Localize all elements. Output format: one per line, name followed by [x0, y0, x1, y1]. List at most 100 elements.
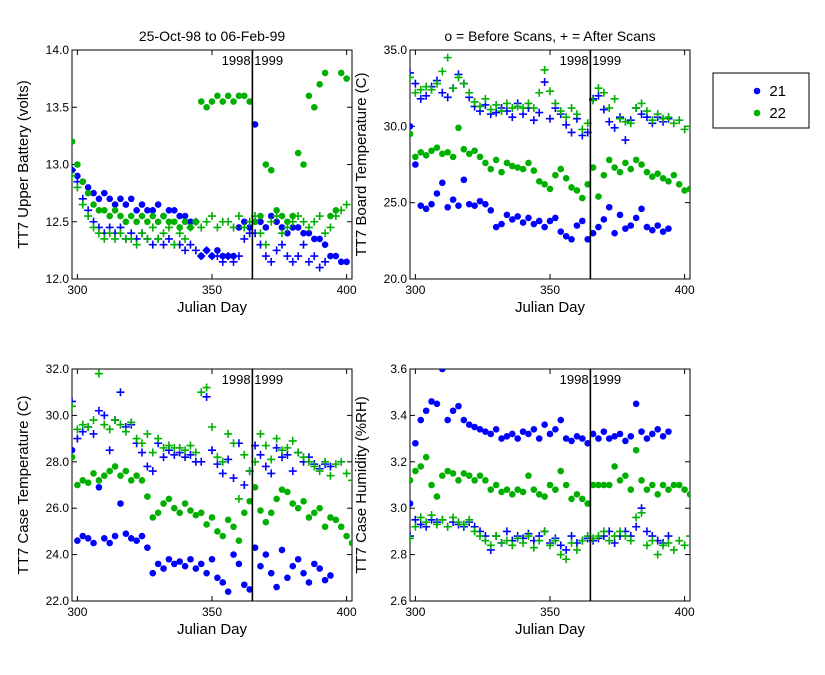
- data-point-circle: [337, 258, 345, 266]
- data-point-plus: [72, 171, 76, 180]
- data-point-circle: [257, 562, 264, 570]
- data-point-circle: [214, 574, 221, 582]
- data-point-circle: [605, 481, 613, 489]
- data-point-circle: [439, 472, 446, 480]
- data-point-circle: [433, 400, 441, 408]
- data-point-circle: [600, 171, 608, 179]
- data-point-circle: [455, 124, 462, 132]
- data-point-plus: [186, 441, 195, 450]
- data-point-plus: [315, 212, 324, 221]
- data-point-circle: [84, 189, 92, 197]
- plot-frame: [409, 49, 691, 280]
- data-point-circle: [311, 560, 318, 568]
- data-point-circle: [284, 488, 291, 496]
- data-point-plus: [524, 532, 533, 541]
- data-point-circle: [219, 532, 227, 540]
- data-point-plus: [261, 240, 270, 249]
- data-point-plus: [213, 223, 222, 232]
- data-point-plus: [288, 436, 297, 445]
- data-point-circle: [460, 176, 468, 184]
- data-point-circle: [219, 579, 227, 586]
- data-point-plus: [481, 536, 490, 545]
- data-point-plus: [181, 446, 190, 455]
- data-point-plus: [154, 434, 163, 443]
- data-point-circle: [514, 213, 521, 220]
- data-point-plus: [610, 532, 619, 541]
- data-point-plus: [100, 234, 109, 243]
- data-point-circle: [111, 201, 119, 208]
- data-point-plus: [159, 443, 168, 452]
- data-point-plus: [272, 212, 281, 221]
- data-point-circle: [417, 202, 425, 210]
- data-point-plus: [648, 116, 657, 125]
- data-point-circle: [117, 195, 124, 203]
- x-tick-label: 300: [67, 605, 87, 619]
- data-point-circle: [72, 138, 76, 145]
- data-point-circle: [498, 220, 505, 228]
- data-point-circle: [289, 562, 297, 570]
- data-point-circle: [133, 537, 140, 544]
- data-point-circle: [300, 161, 307, 168]
- year-boundary-label: 1998 1999: [560, 53, 621, 68]
- data-point-circle: [476, 472, 484, 480]
- data-point-circle: [535, 490, 543, 498]
- panel-3: 22.0 24.0 26.0 28.0 30.0 32.0 300 350 400 Julian …: [15, 362, 357, 638]
- data-marks: [72, 369, 352, 596]
- data-point-circle: [600, 216, 608, 223]
- y-tick-label: 3.0: [390, 501, 407, 515]
- data-point-plus: [556, 550, 565, 559]
- data-point-circle: [273, 218, 280, 226]
- data-point-circle: [316, 235, 323, 243]
- data-point-plus: [411, 515, 420, 524]
- data-point-circle: [251, 544, 259, 551]
- data-point-plus: [540, 78, 549, 87]
- data-point-plus: [551, 536, 560, 545]
- data-point-circle: [649, 226, 656, 234]
- data-point-plus: [78, 200, 87, 209]
- data-point-circle: [90, 189, 97, 197]
- data-point-plus: [416, 520, 425, 529]
- data-point-circle: [348, 539, 352, 547]
- data-point-plus: [73, 183, 82, 192]
- data-point-circle: [127, 212, 135, 220]
- data-point-circle: [111, 532, 119, 540]
- data-point-circle: [74, 537, 81, 544]
- data-point-plus: [72, 166, 76, 175]
- data-point-circle: [568, 236, 575, 243]
- y-tick-label: 22.0: [46, 594, 70, 608]
- data-point-plus: [422, 518, 431, 527]
- data-point-circle: [127, 535, 135, 542]
- data-point-circle: [482, 159, 489, 167]
- data-point-circle: [605, 156, 613, 164]
- data-point-circle: [439, 150, 446, 158]
- x-tick-label: 300: [67, 283, 87, 297]
- data-point-plus: [224, 252, 233, 261]
- data-point-plus: [567, 128, 576, 137]
- data-point-plus: [148, 240, 157, 249]
- data-point-circle: [659, 228, 667, 235]
- data-point-plus: [556, 107, 565, 116]
- data-point-plus: [610, 539, 619, 547]
- y-tick-label: 30.0: [46, 408, 70, 422]
- data-point-plus: [411, 88, 420, 97]
- data-point-circle: [235, 224, 243, 231]
- data-point-plus: [410, 73, 414, 82]
- data-point-plus: [175, 229, 184, 238]
- data-point-plus: [202, 217, 211, 226]
- data-point-plus: [218, 469, 227, 478]
- data-point-plus: [267, 469, 276, 478]
- data-point-circle: [573, 187, 581, 194]
- data-point-plus: [191, 448, 200, 457]
- data-point-circle: [101, 207, 108, 214]
- data-point-circle: [487, 207, 495, 214]
- data-point-plus: [572, 110, 581, 119]
- data-point-plus: [621, 532, 630, 541]
- data-point-plus: [529, 104, 538, 113]
- data-point-plus: [432, 79, 441, 88]
- data-point-plus: [556, 541, 565, 550]
- data-point-plus: [669, 119, 678, 128]
- data-point-circle: [670, 171, 678, 179]
- data-point-plus: [551, 99, 560, 108]
- data-point-circle: [246, 497, 253, 505]
